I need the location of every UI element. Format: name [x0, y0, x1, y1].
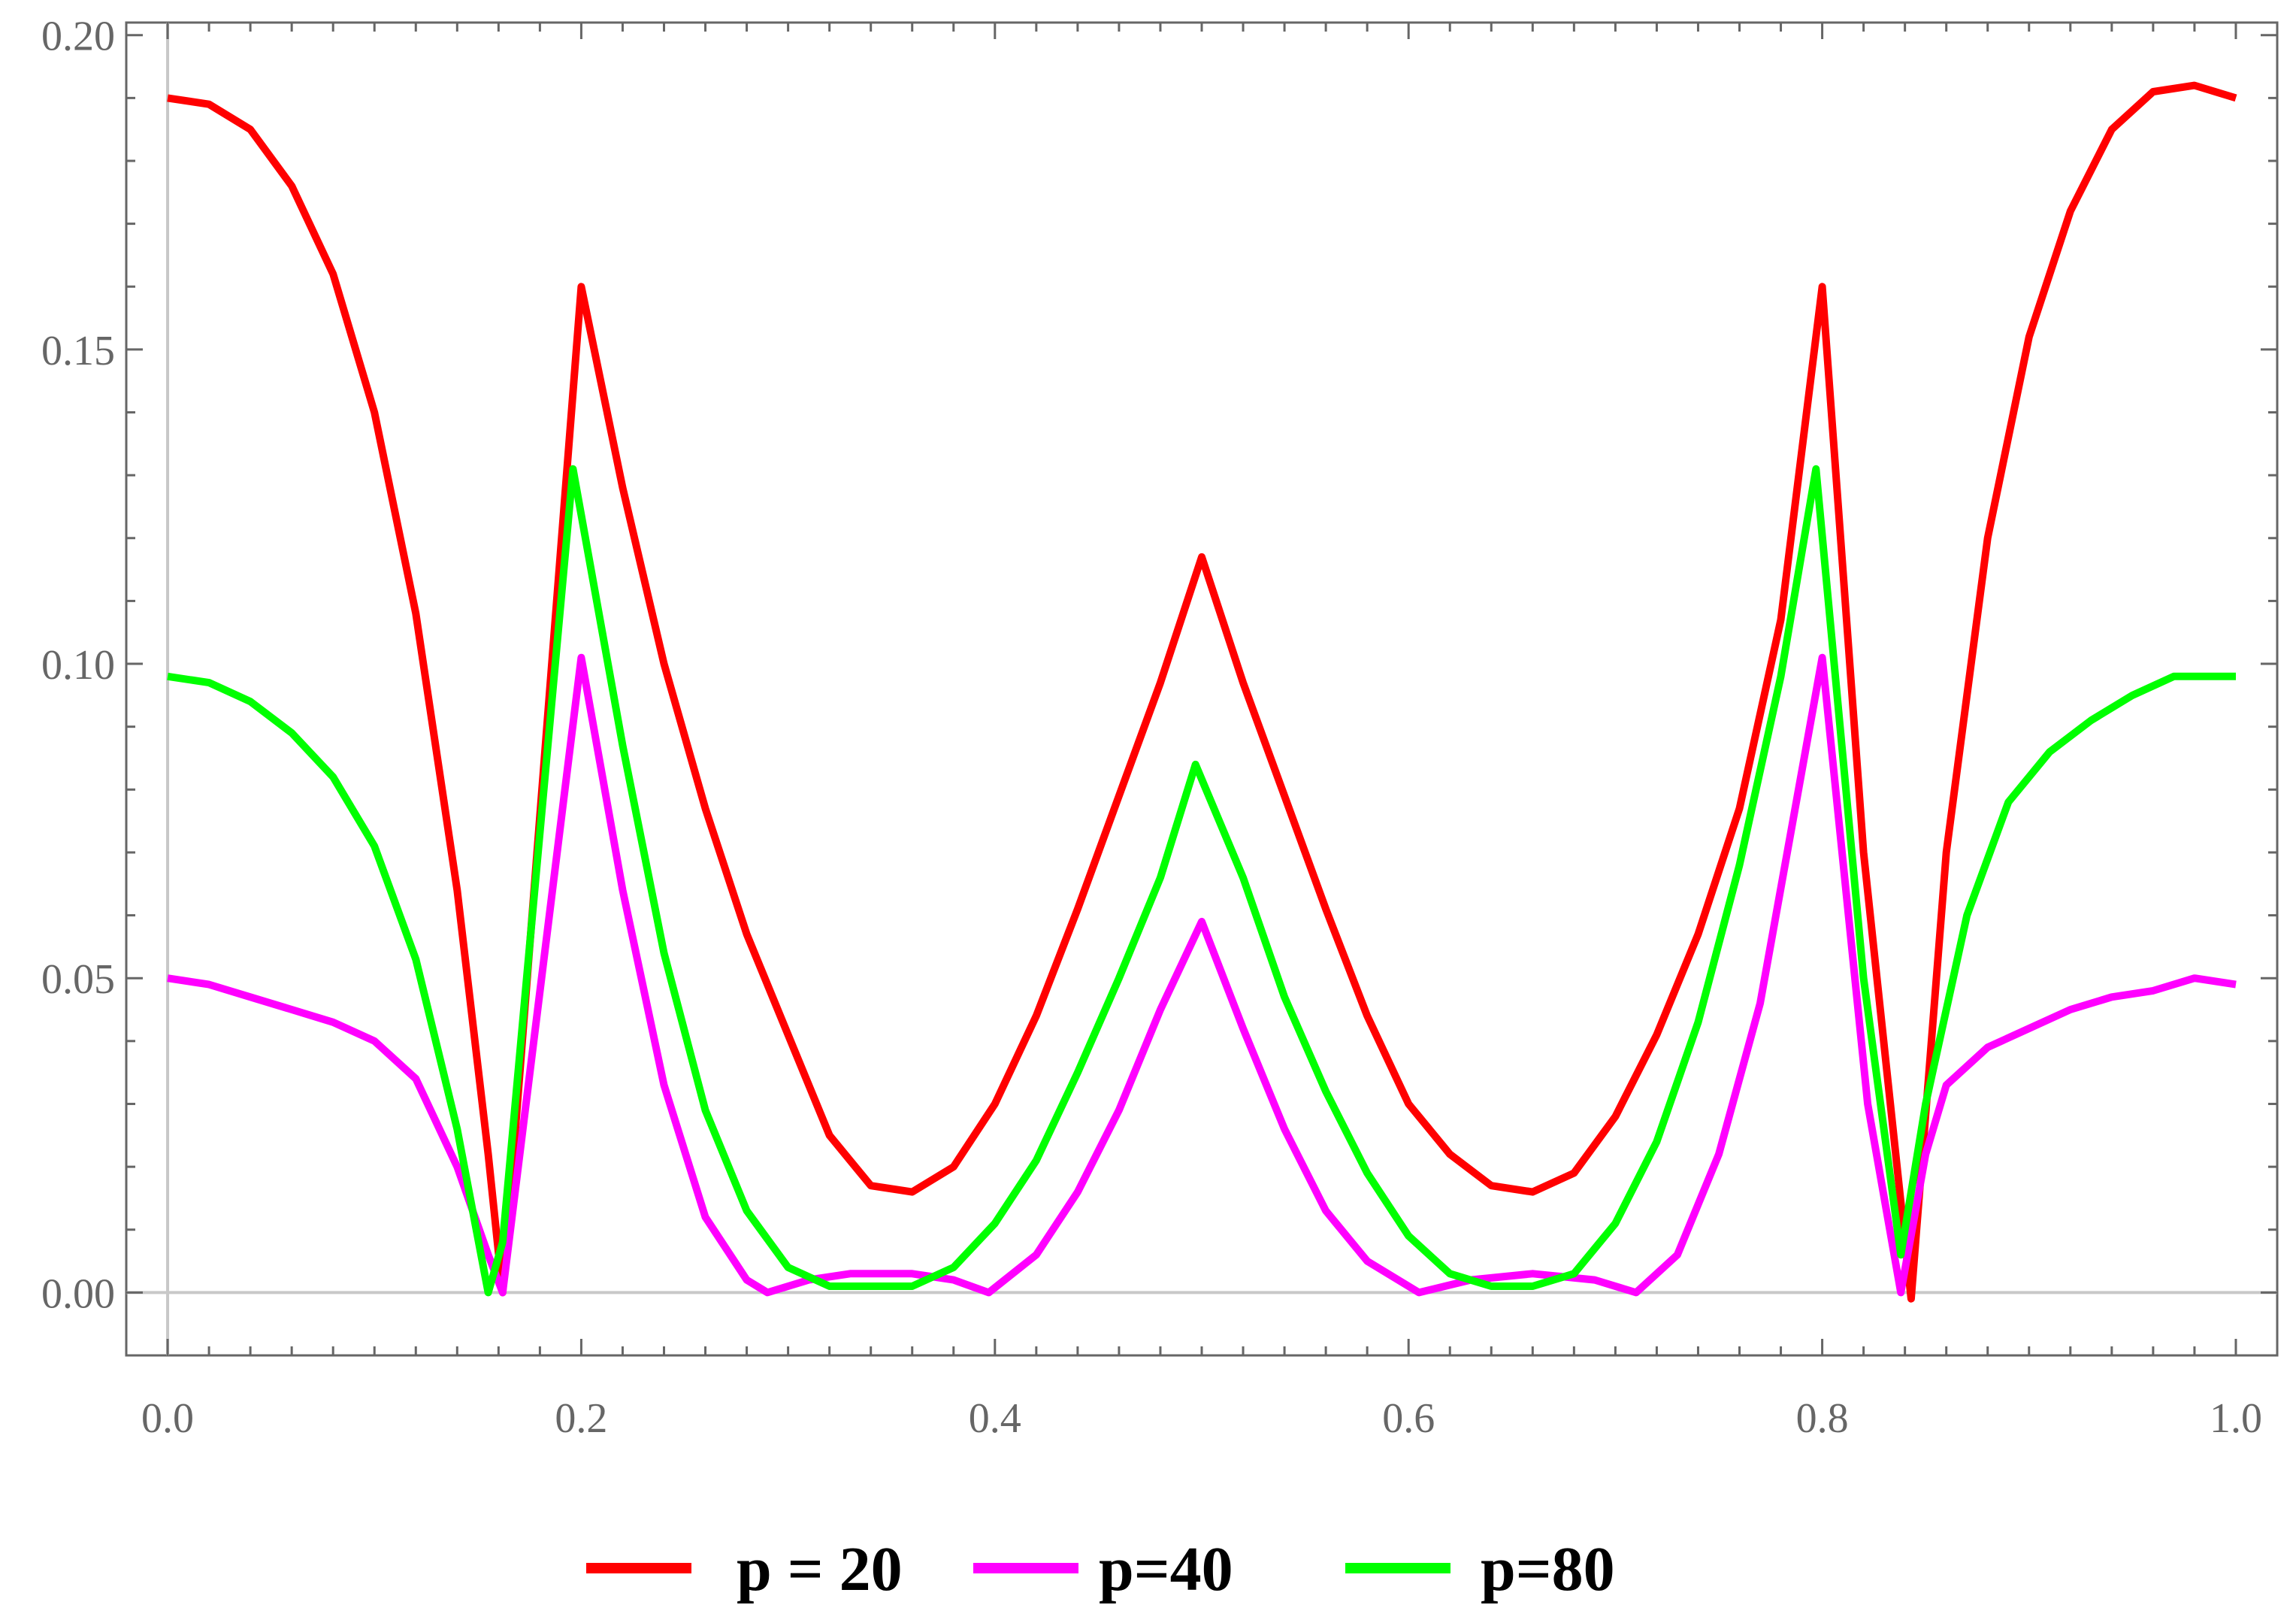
x-tick-label: 0.2 [555, 1395, 607, 1442]
series-line-3 [167, 465, 2236, 1297]
x-tick-label: 0.8 [1796, 1395, 1849, 1442]
legend-label-p-80: p=80 [1481, 1534, 1615, 1604]
x-tick-label: 1.0 [2210, 1395, 2262, 1442]
series-line-2 [167, 653, 2237, 1297]
x-tick-label: 0.0 [141, 1395, 194, 1442]
legend-label-p-20: = 20 [772, 1534, 903, 1604]
legend-label-p-italic: p [737, 1534, 772, 1604]
tick-labels: 0.0 0.2 0.4 0.6 0.8 1.0 0.00 0.05 0.10 0.15 0.20 [41, 14, 2262, 1442]
x-tick-label: 0.6 [1382, 1395, 1435, 1442]
legend: p = 20 p=40 p=80 [586, 1534, 1615, 1604]
y-tick-label: 0.15 [41, 328, 115, 374]
series-line-1 [167, 81, 2237, 1303]
tick-marks [126, 23, 2277, 1357]
x-tick-label: 0.4 [969, 1395, 1021, 1442]
legend-label-p-40: p=40 [1099, 1534, 1233, 1604]
y-tick-label: 0.05 [41, 956, 115, 1003]
series-group [167, 81, 2237, 1303]
y-tick-label: 0.00 [41, 1270, 115, 1317]
legend-item-p-40: p=40 [973, 1534, 1233, 1604]
svg-text:p = 20: p = 20 [737, 1534, 903, 1604]
y-tick-label: 0.20 [41, 14, 115, 60]
y-tick-label: 0.10 [41, 642, 115, 689]
legend-item-p-80: p=80 [1345, 1534, 1615, 1604]
legend-item-p-20: p = 20 [586, 1534, 903, 1604]
